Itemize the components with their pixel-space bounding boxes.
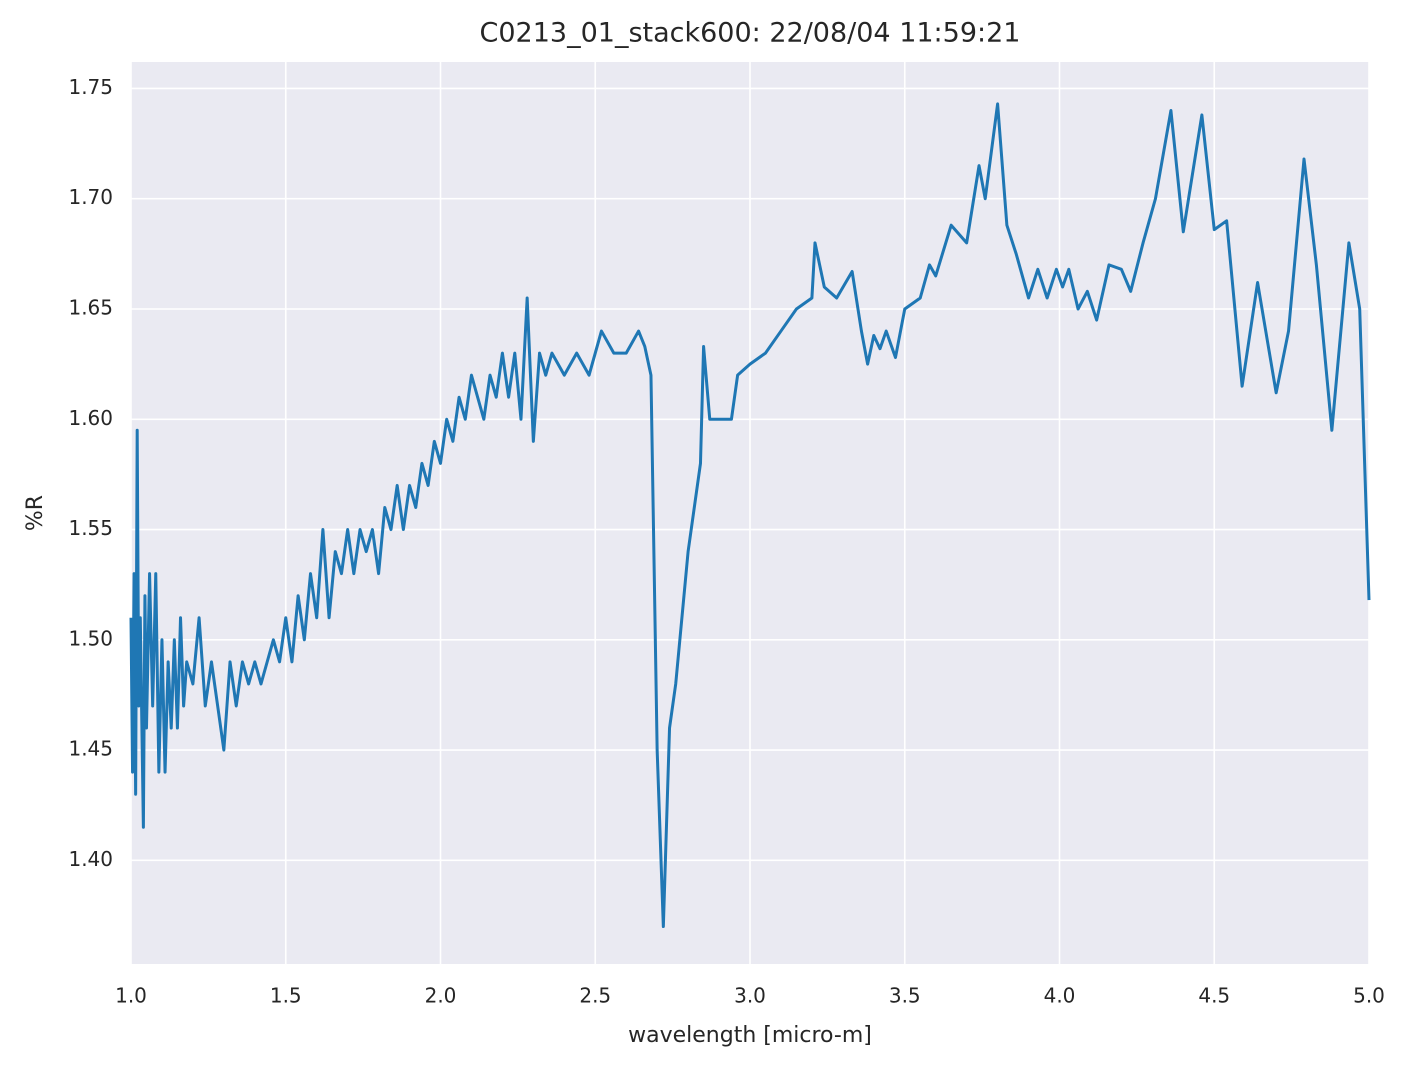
x-tick-label: 2.0 [425, 984, 457, 1008]
y-tick-label: 1.65 [68, 296, 113, 320]
x-tick-label: 2.5 [579, 984, 611, 1008]
y-axis-label: %R [23, 495, 48, 531]
y-tick-label: 1.55 [68, 516, 113, 540]
x-axis-label: wavelength [micro-m] [628, 1023, 872, 1048]
chart-title: C0213_01_stack600: 22/08/04 11:59:21 [480, 18, 1021, 49]
y-tick-label: 1.50 [68, 626, 113, 650]
y-tick-label: 1.75 [68, 75, 113, 99]
x-tick-label: 1.0 [115, 984, 147, 1008]
x-tick-label: 5.0 [1353, 984, 1385, 1008]
x-tick-label: 3.0 [734, 984, 766, 1008]
x-tick-label: 4.0 [1044, 984, 1076, 1008]
x-tick-label: 3.5 [889, 984, 921, 1008]
x-tick-label: 1.5 [270, 984, 302, 1008]
y-tick-label: 1.70 [68, 185, 113, 209]
y-tick-label: 1.45 [68, 737, 113, 761]
data-line [129, 102, 1371, 929]
y-tick-label: 1.60 [68, 406, 113, 430]
y-tick-label: 1.40 [68, 847, 113, 871]
x-tick-label: 4.5 [1198, 984, 1230, 1008]
